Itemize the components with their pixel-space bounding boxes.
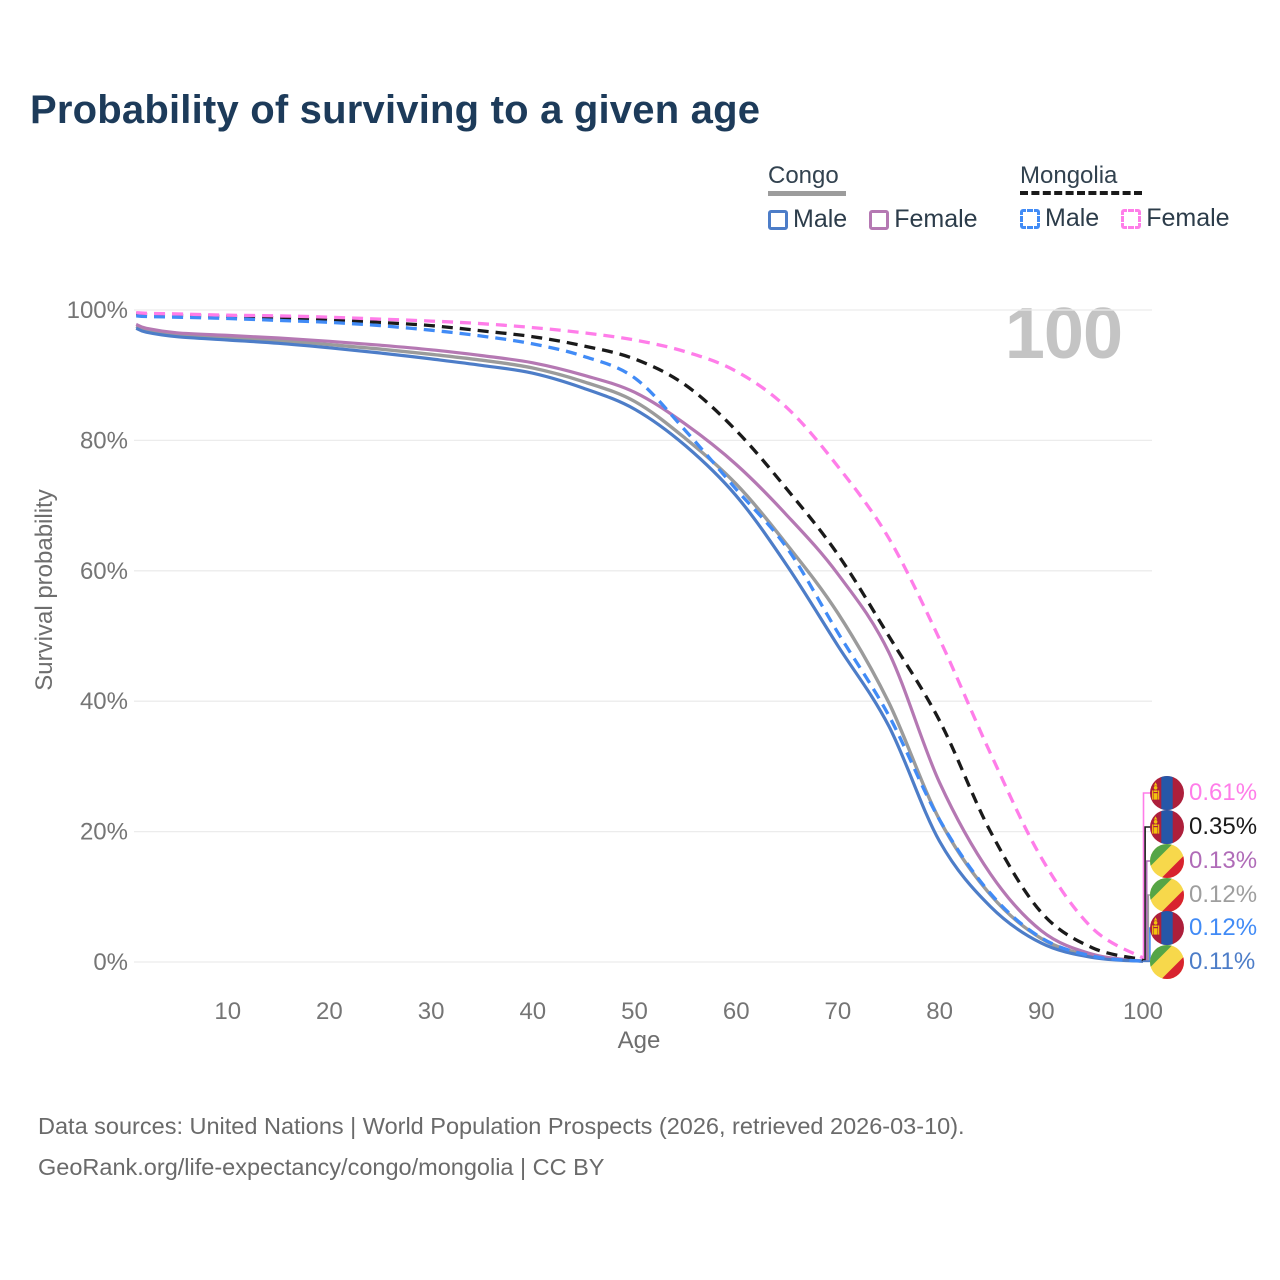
- mongolia-flag-icon: [1150, 776, 1184, 810]
- end-label-congo-male: 0.11%: [1150, 945, 1255, 979]
- line-mongolia-female[interactable]: [136, 310, 1144, 960]
- page-title: Probability of surviving to a given age: [30, 88, 761, 132]
- leader-line: [1143, 826, 1151, 961]
- end-label-mongolia-female: 0.61%: [1150, 776, 1257, 810]
- congo-flag-icon: [1150, 878, 1184, 912]
- mongolia-male-swatch-icon: [1020, 208, 1040, 229]
- congo-male-swatch-icon: [768, 209, 788, 230]
- x-tick-label: 20: [316, 998, 343, 1025]
- x-tick-label: 30: [418, 998, 445, 1025]
- legend-group-mongolia: Mongolia Male Female: [1020, 163, 1230, 233]
- legend-header-congo: Congo: [768, 162, 839, 189]
- data-sources-line: Data sources: United Nations | World Pop…: [38, 1113, 965, 1139]
- end-label-value: 0.12%: [1189, 881, 1258, 908]
- line-congo-both-sexes[interactable]: [135, 324, 1144, 963]
- mongolia-female-swatch-icon: [1121, 208, 1142, 229]
- y-tick-label: 60%: [80, 558, 128, 585]
- congo-flag-icon: [1150, 945, 1184, 979]
- legend-item-label: Female: [1146, 204, 1230, 232]
- legend-group-congo: Congo Male Female: [768, 163, 978, 234]
- x-tick-label: 80: [926, 998, 953, 1025]
- end-label-value: 0.35%: [1189, 813, 1258, 840]
- legend-item-label: Male: [793, 205, 848, 233]
- line-congo-female[interactable]: [135, 322, 1144, 963]
- congo-line-style-swatch: [768, 191, 846, 196]
- end-label-value: 0.11%: [1189, 948, 1256, 975]
- x-tick-label: 100: [1123, 998, 1163, 1025]
- legend-item-label: Male: [1045, 204, 1100, 232]
- leader-line: [1142, 792, 1151, 959]
- y-tick-label: 0%: [93, 949, 128, 976]
- end-label-congo-both: 0.12%: [1150, 878, 1257, 912]
- end-label-mongolia-male: 0.12%: [1150, 911, 1257, 945]
- attribution-line: GeoRank.org/life-expectancy/congo/mongol…: [38, 1154, 605, 1180]
- y-tick-label: 20%: [80, 819, 128, 846]
- end-label-value: 0.13%: [1189, 847, 1258, 874]
- footer: Data sources: United Nations | World Pop…: [38, 1106, 965, 1188]
- y-tick-label: 100%: [67, 297, 128, 324]
- end-label-congo-female: 0.13%: [1150, 844, 1257, 878]
- line-congo-male[interactable]: [135, 326, 1144, 963]
- y-tick-label: 40%: [80, 688, 128, 715]
- end-label-value: 0.61%: [1189, 779, 1258, 806]
- legend-item-congo-male[interactable]: Male: [768, 205, 847, 234]
- mongolia-flag-icon: [1150, 911, 1184, 945]
- line-mongolia-both-sexes[interactable]: [136, 312, 1144, 962]
- mongolia-flag-icon: [1150, 810, 1184, 844]
- mongolia-line-style-swatch: [1020, 191, 1142, 195]
- legend-header-mongolia: Mongolia: [1020, 162, 1118, 189]
- x-tick-label: 40: [519, 998, 546, 1025]
- y-axis-title: Survival probability: [31, 489, 58, 691]
- x-tick-label: 50: [621, 998, 648, 1025]
- x-tick-label: 70: [825, 998, 852, 1025]
- y-tick-label: 80%: [80, 427, 128, 454]
- end-label-mongolia-both: 0.35%: [1150, 810, 1257, 844]
- line-mongolia-male[interactable]: [136, 314, 1144, 963]
- x-axis-title: Age: [617, 1027, 661, 1054]
- congo-flag-icon: [1150, 844, 1184, 878]
- legend-item-mongolia-female[interactable]: Female: [1121, 204, 1230, 233]
- x-tick-label: 10: [214, 998, 241, 1025]
- x-tick-label: 90: [1028, 998, 1055, 1025]
- end-label-value: 0.12%: [1189, 914, 1258, 941]
- legend: Congo Male Female Mongolia Male: [0, 163, 1280, 238]
- congo-female-swatch-icon: [869, 209, 890, 230]
- legend-item-mongolia-male[interactable]: Male: [1020, 204, 1099, 233]
- legend-item-label: Female: [894, 205, 978, 233]
- x-tick-label: 60: [723, 998, 750, 1025]
- legend-item-congo-female[interactable]: Female: [869, 205, 978, 234]
